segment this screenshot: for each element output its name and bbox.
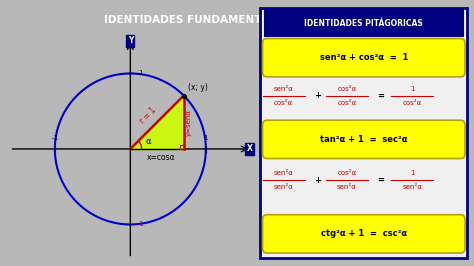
Text: sen²α: sen²α bbox=[402, 184, 422, 190]
Text: IDENTIDADES FUNDAMENTALES: IDENTIDADES FUNDAMENTALES bbox=[104, 15, 290, 25]
Text: sen²α: sen²α bbox=[273, 184, 293, 190]
Text: r = 1: r = 1 bbox=[138, 106, 158, 126]
Text: +: + bbox=[314, 92, 321, 101]
FancyBboxPatch shape bbox=[260, 8, 467, 258]
Text: sen²α: sen²α bbox=[337, 184, 357, 190]
Text: =: = bbox=[377, 176, 384, 185]
FancyBboxPatch shape bbox=[263, 215, 465, 253]
Text: x=cosα: x=cosα bbox=[146, 153, 175, 162]
Text: y=senα: y=senα bbox=[186, 109, 192, 136]
FancyBboxPatch shape bbox=[264, 10, 463, 36]
Text: -1: -1 bbox=[138, 222, 145, 227]
Text: cos²α: cos²α bbox=[274, 100, 293, 106]
Text: cos²α: cos²α bbox=[337, 100, 356, 106]
Text: cos²α: cos²α bbox=[337, 86, 356, 92]
FancyBboxPatch shape bbox=[263, 39, 465, 77]
Text: sen²α: sen²α bbox=[273, 86, 293, 92]
Text: 1: 1 bbox=[138, 70, 142, 76]
Text: +: + bbox=[314, 176, 321, 185]
Text: sen²α + cos²α  =  1: sen²α + cos²α = 1 bbox=[319, 53, 408, 62]
Text: 1: 1 bbox=[410, 170, 415, 176]
Text: tan²α + 1  =  sec²α: tan²α + 1 = sec²α bbox=[320, 135, 408, 144]
Text: =: = bbox=[377, 92, 384, 101]
Text: (x; y): (x; y) bbox=[188, 82, 208, 92]
FancyBboxPatch shape bbox=[263, 120, 465, 159]
Text: 1: 1 bbox=[410, 86, 415, 92]
Text: 1: 1 bbox=[204, 135, 208, 141]
Bar bbox=[180, 145, 184, 149]
Text: sen²α: sen²α bbox=[273, 170, 293, 176]
Polygon shape bbox=[130, 95, 184, 149]
Text: cos²α: cos²α bbox=[337, 170, 356, 176]
Text: X: X bbox=[247, 144, 253, 153]
Text: cos²α: cos²α bbox=[403, 100, 422, 106]
Text: ctg²α + 1  =  csc²α: ctg²α + 1 = csc²α bbox=[321, 229, 407, 238]
Text: -1: -1 bbox=[51, 135, 58, 141]
Text: IDENTIDADES PITÁGORICAS: IDENTIDADES PITÁGORICAS bbox=[304, 19, 423, 28]
Text: α: α bbox=[146, 137, 151, 146]
Text: Y: Y bbox=[128, 36, 133, 45]
